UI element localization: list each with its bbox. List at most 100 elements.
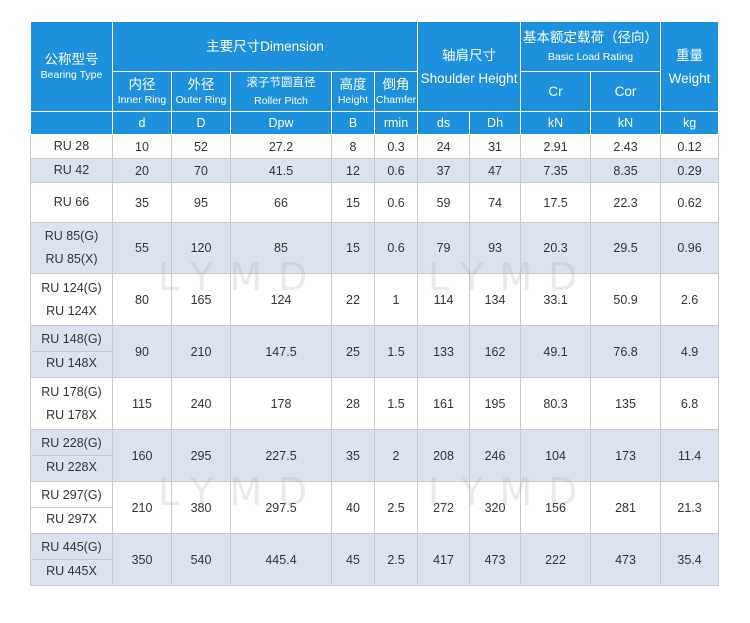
table-body: RU 28 10 52 27.2 8 0.3 24 31 2.91 2.43 0.12 RU 42 20… [30,134,720,586]
cell-dh: 320 [469,481,522,534]
cell-kg: 2.6 [660,273,720,326]
unit-cr: kN [520,111,592,135]
header-dimension: 主要尺寸Dimension [111,21,419,72]
cell-bearing-type: RU 228(G) RU 228X [30,429,113,482]
cell-b: 28 [331,377,375,430]
unit-dpw: Dpw [230,111,332,135]
cell-ds: 208 [417,429,471,482]
cell-ds: 417 [417,533,471,586]
cell-cor: 473 [590,533,662,586]
cell-ds: 161 [417,377,471,430]
bearing-type-label: RU 148X [31,351,112,375]
cell-ds: 133 [417,325,471,378]
cell-d: 210 [171,325,231,378]
cell-dh: 47 [469,158,522,183]
table-row: RU 228(G) RU 228X 160 295 227.5 35 2 208 246 104 1… [30,429,720,482]
header-roller-pitch: 滚子节圆直径 Roller Pitch [230,71,332,112]
cell-cor: 173 [590,429,662,482]
cell-dh: 162 [469,325,522,378]
table-row: RU 178(G) RU 178X 115 240 178 28 1.5 161 195 80.3… [30,377,720,430]
unit-rmin: rmin [373,111,419,135]
cell-ds: 24 [417,134,471,159]
cell-b: 22 [331,273,375,326]
cell-b: 45 [331,533,375,586]
cell-d: 120 [171,222,231,274]
cell-d: 35 [112,182,172,223]
cell-d: 80 [112,273,172,326]
bearing-type-label: RU 85(X) [45,252,98,266]
cell-b: 12 [331,158,375,183]
cell-dpw: 66 [230,182,332,223]
bearing-type-label: RU 148(G) [41,332,102,346]
bearing-type-label: RU 85(G) [44,229,99,243]
cell-cr: 7.35 [520,158,592,183]
cell-d: 295 [171,429,231,482]
cell-dh: 195 [469,377,522,430]
cell-cor: 22.3 [590,182,662,223]
table-header: 公称型号 Bearing Type 主要尺寸Dimension 轴肩尺寸 Sho… [30,21,720,135]
cell-cor: 29.5 [590,222,662,274]
cell-dpw: 85 [230,222,332,274]
cell-d: 165 [171,273,231,326]
table-row: RU 445(G) RU 445X 350 540 445.4 45 2.5 417 473 22… [30,533,720,586]
cell-b: 35 [331,429,375,482]
header-outer-ring: 外径 Outer Ring [171,71,231,112]
cell-b: 15 [331,182,375,223]
cell-rmin: 0.3 [373,134,419,159]
cell-rmin: 1.5 [373,377,419,430]
cell-dpw: 124 [230,273,332,326]
cell-bearing-type: RU 445(G) RU 445X [30,533,113,586]
header-units-row: d D Dpw B rmin ds Dh kN kN kg [30,111,720,135]
cell-cr: 33.1 [520,273,592,326]
cell-bearing-type: RU 85(G) RU 85(X) [30,222,113,274]
header-cr: Cr [520,71,592,112]
cell-bearing-type: RU 297(G) RU 297X [30,481,113,534]
cell-cr: 49.1 [520,325,592,378]
cell-bearing-type: RU 178(G) RU 178X [30,377,113,430]
cell-kg: 35.4 [660,533,720,586]
cell-ds: 114 [417,273,471,326]
cell-d: 210 [112,481,172,534]
cell-cr: 17.5 [520,182,592,223]
cell-d: 90 [112,325,172,378]
cell-cr: 80.3 [520,377,592,430]
bearing-type-label: RU 28 [53,139,90,153]
table-row: RU 42 20 70 41.5 12 0.6 37 47 7.35 8.35 0.29 [30,158,720,183]
header-load-rating: 基本额定载荷（径向） Basic Load Rating [520,21,662,72]
bearing-type-label: RU 445X [31,559,112,583]
cell-b: 25 [331,325,375,378]
cell-cr: 222 [520,533,592,586]
cell-rmin: 2 [373,429,419,482]
cell-rmin: 1.5 [373,325,419,378]
table-row: RU 85(G) RU 85(X) 55 120 85 15 0.6 79 93 20.3 29.5… [30,222,720,274]
bearing-type-label: RU 124(G) [41,280,102,295]
header-bearing-type: 公称型号 Bearing Type [30,21,113,112]
header-inner-ring: 内径 Inner Ring [112,71,172,112]
unit-ds: ds [417,111,471,135]
header-height: 高度 Height [331,71,375,112]
cell-rmin: 0.6 [373,222,419,274]
cell-rmin: 2.5 [373,533,419,586]
cell-dpw: 178 [230,377,332,430]
cell-b: 8 [331,134,375,159]
cell-kg: 6.8 [660,377,720,430]
unit-dh: Dh [469,111,522,135]
cell-kg: 0.29 [660,158,720,183]
cell-cor: 2.43 [590,134,662,159]
unit-D: D [171,111,231,135]
cell-dpw: 227.5 [230,429,332,482]
cell-cor: 8.35 [590,158,662,183]
bearing-type-label: RU 42 [53,163,90,177]
table-row: RU 124(G) RU 124X 80 165 124 22 1 114 134 33.1 50.… [30,273,720,326]
cell-kg: 21.3 [660,481,720,534]
cell-d: 350 [112,533,172,586]
cell-dh: 473 [469,533,522,586]
cell-b: 15 [331,222,375,274]
cell-dh: 246 [469,429,522,482]
cell-dh: 74 [469,182,522,223]
bearing-type-label: RU 178X [46,407,97,422]
unit-cor: kN [590,111,662,135]
cell-d: 55 [112,222,172,274]
cell-cor: 135 [590,377,662,430]
cell-kg: 0.12 [660,134,720,159]
